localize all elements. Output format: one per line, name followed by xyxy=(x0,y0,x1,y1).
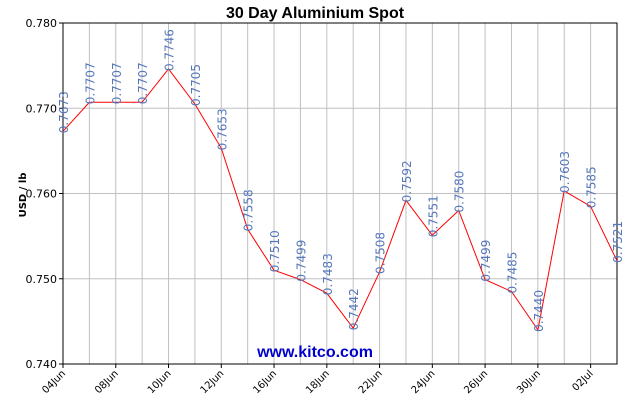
data-label: 0.7603 xyxy=(558,151,572,193)
data-label: 0.7510 xyxy=(268,230,282,272)
data-label: 0.7558 xyxy=(242,189,256,231)
data-label: 0.7673 xyxy=(57,91,71,133)
y-tick-label: 0.780 xyxy=(26,17,58,30)
y-tick-label: 0.750 xyxy=(26,273,58,286)
data-labels: 0.7673 0.7707 0.7707 0.7707 0.7746 0.7705 0.76… xyxy=(57,29,625,332)
data-label: 0.7499 xyxy=(479,240,493,282)
data-label: 0.7592 xyxy=(400,160,414,202)
data-label: 0.7707 xyxy=(83,62,97,104)
data-label: 0.7653 xyxy=(215,108,229,150)
y-axis-ticks: 0.740 0.750 0.760 0.770 0.780 xyxy=(26,17,63,371)
data-label: 0.7746 xyxy=(163,29,177,71)
data-label: 0.7508 xyxy=(374,232,388,274)
chart-title: 30 Day Aluminium Spot xyxy=(226,5,405,22)
data-label: 0.7483 xyxy=(321,253,335,295)
y-axis-label: USD / lb xyxy=(18,173,29,218)
y-tick-label: 0.770 xyxy=(26,102,58,115)
data-label: 0.7521 xyxy=(611,221,625,263)
data-label: 0.7580 xyxy=(453,171,467,213)
data-label: 0.7485 xyxy=(505,252,519,294)
series-line xyxy=(62,68,618,332)
watermark-text: www.kitco.com xyxy=(256,344,373,361)
grid-lines xyxy=(63,23,617,364)
data-label: 0.7707 xyxy=(110,62,124,104)
data-label: 0.7440 xyxy=(532,290,546,332)
data-label: 0.7705 xyxy=(189,64,203,106)
data-label: 0.7707 xyxy=(136,62,150,104)
y-tick-label: 0.760 xyxy=(26,188,58,201)
y-tick-label: 0.740 xyxy=(26,358,58,371)
data-label: 0.7442 xyxy=(347,288,361,330)
data-label: 0.7499 xyxy=(294,240,308,282)
data-label: 0.7585 xyxy=(585,166,599,208)
data-label: 0.7551 xyxy=(426,195,440,237)
